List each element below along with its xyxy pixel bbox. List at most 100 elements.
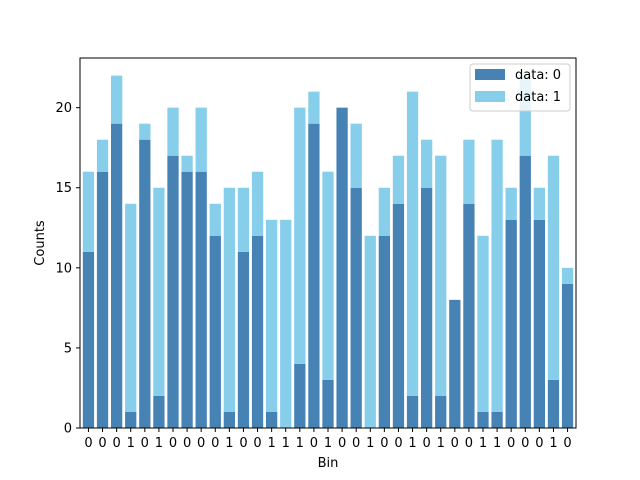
x-tick-label: 1: [127, 436, 135, 451]
x-tick-label: 0: [352, 436, 360, 451]
legend: data: 0 data: 1: [469, 63, 571, 112]
bar-data-1-6: [167, 107, 179, 156]
y-tick-label: 20: [55, 101, 72, 116]
bar-data-0-24: [421, 187, 433, 428]
bar-data-1-32: [533, 187, 545, 220]
bar-data-0-8: [195, 171, 207, 428]
bar-data-0-12: [251, 235, 264, 428]
bar-data-1-25: [435, 155, 447, 396]
x-tick-label: 0: [338, 436, 346, 451]
bar-data-0-15: [294, 363, 306, 428]
bar-data-1-20: [364, 235, 376, 428]
x-tick-label: 1: [324, 436, 332, 451]
bar-data-1-33: [547, 155, 560, 380]
x-tick-label: 0: [239, 436, 247, 451]
x-tick-label: 0: [98, 436, 106, 451]
x-tick-label: 1: [479, 436, 487, 451]
y-tick-label: 0: [64, 422, 72, 437]
bar-data-1-2: [111, 75, 123, 124]
bar-data-0-4: [139, 139, 151, 428]
x-tick-label: 1: [408, 436, 416, 451]
bar-data-0-29: [491, 411, 503, 428]
bar-data-1-17: [322, 171, 334, 380]
bar-data-1-30: [505, 187, 517, 220]
bar-data-1-23: [406, 91, 419, 396]
bar-data-0-32: [533, 219, 545, 428]
bar-data-0-9: [209, 235, 221, 428]
x-tick-label: 0: [521, 436, 529, 451]
x-tick-label: 0: [394, 436, 402, 451]
bar-data-0-2: [111, 123, 123, 429]
bar-data-0-31: [519, 155, 531, 428]
x-tick-label: 0: [535, 436, 543, 451]
x-tick-label: 0: [422, 436, 430, 451]
x-tick-label: 0: [253, 436, 261, 451]
bar-data-1-29: [491, 139, 503, 412]
bar-data-1-1: [96, 139, 109, 172]
bar-data-1-4: [139, 123, 151, 140]
bar-data-0-1: [96, 171, 109, 428]
y-axis-label: Counts: [33, 220, 48, 266]
bar-data-0-18: [336, 107, 348, 429]
x-tick-label: 0: [169, 436, 177, 451]
bar-data-0-17: [322, 379, 334, 428]
y-ticks: 0 5 10 15 20: [55, 101, 80, 437]
x-tick-label: 0: [211, 436, 219, 451]
bar-data-1-10: [223, 187, 235, 412]
bar-data-1-34: [561, 267, 574, 284]
bar-data-1-9: [209, 203, 221, 236]
bar-data-0-10: [223, 411, 235, 428]
legend-label-data-0: data: 0: [515, 68, 561, 83]
legend-label-data-1: data: 1: [515, 90, 561, 105]
x-tick-label: 1: [493, 436, 501, 451]
bar-data-1-0: [82, 171, 95, 252]
bar-data-1-14: [280, 219, 292, 428]
bar-data-1-24: [421, 139, 433, 188]
bar-data-0-6: [167, 155, 179, 428]
bar-data-0-21: [378, 235, 390, 428]
x-axis-label: Bin: [318, 456, 339, 471]
bar-data-1-19: [350, 123, 362, 188]
bar-data-1-21: [378, 187, 390, 236]
bar-data-0-3: [125, 411, 137, 428]
bar-data-1-13: [266, 219, 278, 412]
x-tick-label: 1: [282, 436, 290, 451]
x-tick-label: 0: [380, 436, 388, 451]
bar-data-0-30: [505, 219, 517, 428]
x-tick-label: 1: [437, 436, 445, 451]
y-tick-label: 5: [64, 341, 72, 356]
bar-data-1-15: [294, 107, 306, 364]
bar-data-1-3: [125, 203, 137, 412]
bar-data-1-28: [477, 235, 489, 412]
x-tick-label: 1: [366, 436, 374, 451]
bar-data-1-8: [195, 107, 207, 172]
x-tick-label: 0: [112, 436, 120, 451]
bar-data-0-33: [547, 379, 560, 428]
x-tick-label: 0: [84, 436, 92, 451]
bar-data-1-11: [237, 187, 250, 252]
bar-data-1-31: [519, 75, 531, 156]
y-tick-label: 15: [55, 181, 72, 196]
bar-data-0-28: [477, 411, 489, 428]
bars-layer: [82, 75, 574, 429]
x-tick-label: 0: [563, 436, 571, 451]
x-tick-label: 0: [141, 436, 149, 451]
bar-data-0-5: [153, 395, 165, 428]
bar-data-0-16: [308, 123, 320, 429]
bar-data-1-5: [153, 187, 165, 396]
x-tick-label: 1: [296, 436, 304, 451]
bar-data-0-19: [350, 187, 362, 428]
bar-data-1-22: [392, 155, 405, 204]
bar-data-0-25: [435, 395, 447, 428]
legend-swatch-data-1: [475, 91, 505, 102]
bar-data-0-22: [392, 203, 405, 428]
bar-data-0-11: [237, 251, 250, 428]
y-tick-label: 10: [55, 261, 72, 276]
bar-data-0-23: [406, 395, 419, 428]
x-tick-label: 0: [310, 436, 318, 451]
x-tick-label: 0: [183, 436, 191, 451]
bar-data-0-26: [449, 299, 461, 428]
bar-data-0-13: [266, 411, 278, 428]
